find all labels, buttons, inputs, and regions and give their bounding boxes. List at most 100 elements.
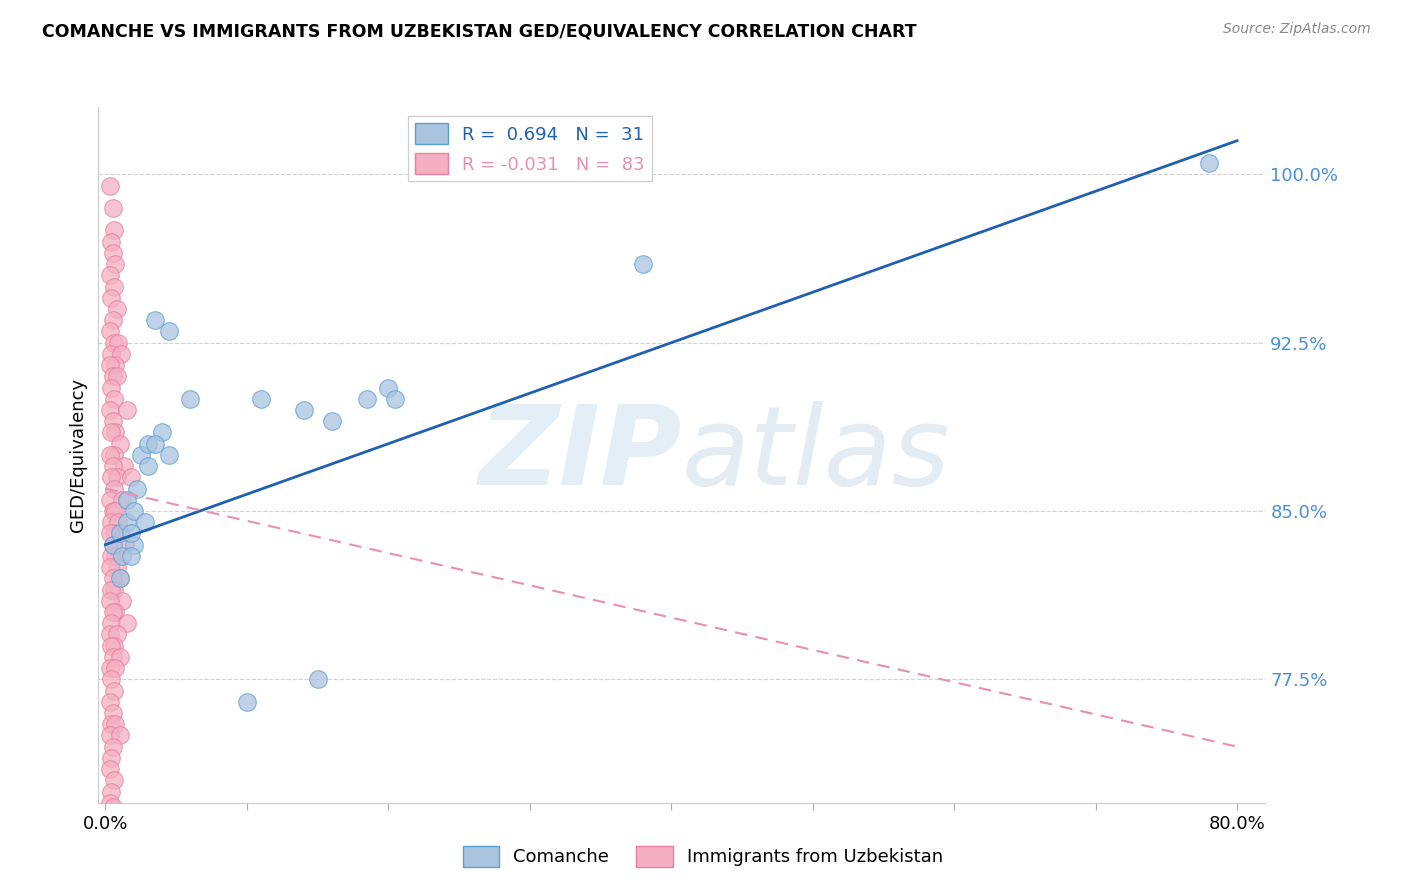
- Text: Source: ZipAtlas.com: Source: ZipAtlas.com: [1223, 22, 1371, 37]
- Point: [98, 661, 121, 675]
- Point: [120, 549, 142, 563]
- Point: [101, 201, 124, 215]
- Legend: Comanche, Immigrants from Uzbekistan: Comanche, Immigrants from Uzbekistan: [456, 838, 950, 874]
- Point: [111, 594, 134, 608]
- Point: [134, 515, 156, 529]
- Point: [115, 403, 138, 417]
- Point: [356, 392, 378, 406]
- Point: [98, 448, 121, 462]
- Point: [104, 717, 127, 731]
- Point: [105, 560, 128, 574]
- Point: [98, 560, 121, 574]
- Point: [100, 347, 122, 361]
- Legend: R =  0.694   N =  31, R = -0.031   N =  83: R = 0.694 N = 31, R = -0.031 N = 83: [408, 116, 652, 181]
- Point: [103, 392, 125, 406]
- Point: [105, 470, 128, 484]
- Point: [100, 751, 122, 765]
- Point: [103, 526, 125, 541]
- Point: [101, 739, 124, 754]
- Point: [101, 538, 124, 552]
- Point: [307, 673, 329, 687]
- Point: [100, 616, 122, 631]
- Point: [98, 695, 121, 709]
- Point: [100, 639, 122, 653]
- Text: ZIP: ZIP: [478, 401, 682, 508]
- Point: [236, 695, 259, 709]
- Point: [101, 246, 124, 260]
- Point: [104, 661, 127, 675]
- Point: [101, 414, 124, 428]
- Point: [103, 582, 125, 597]
- Point: [292, 403, 315, 417]
- Point: [250, 392, 273, 406]
- Point: [100, 425, 122, 440]
- Point: [101, 706, 124, 720]
- Point: [120, 526, 142, 541]
- Point: [120, 470, 142, 484]
- Point: [103, 482, 125, 496]
- Point: [98, 594, 121, 608]
- Point: [157, 448, 180, 462]
- Point: [100, 381, 122, 395]
- Point: [103, 448, 125, 462]
- Point: [377, 381, 399, 395]
- Point: [100, 784, 122, 798]
- Point: [115, 515, 138, 529]
- Point: [100, 582, 122, 597]
- Point: [98, 762, 121, 776]
- Point: [98, 403, 121, 417]
- Point: [101, 504, 124, 518]
- Point: [136, 436, 159, 450]
- Point: [631, 257, 654, 271]
- Point: [100, 673, 122, 687]
- Point: [103, 279, 125, 293]
- Point: [107, 335, 129, 350]
- Point: [115, 492, 138, 507]
- Point: [321, 414, 343, 428]
- Point: [101, 800, 124, 814]
- Point: [104, 549, 127, 563]
- Point: [101, 571, 124, 585]
- Point: [105, 301, 128, 316]
- Point: [136, 459, 159, 474]
- Point: [105, 369, 128, 384]
- Point: [98, 268, 121, 283]
- Point: [104, 605, 127, 619]
- Point: [98, 178, 121, 193]
- Point: [103, 639, 125, 653]
- Point: [108, 729, 131, 743]
- Point: [122, 538, 145, 552]
- Point: [101, 649, 124, 664]
- Point: [129, 448, 152, 462]
- Point: [103, 683, 125, 698]
- Point: [101, 459, 124, 474]
- Point: [108, 436, 131, 450]
- Point: [150, 425, 173, 440]
- Point: [98, 796, 121, 810]
- Point: [98, 358, 121, 372]
- Point: [107, 515, 129, 529]
- Point: [115, 616, 138, 631]
- Point: [111, 549, 134, 563]
- Point: [108, 526, 131, 541]
- Point: [98, 729, 121, 743]
- Point: [101, 313, 124, 327]
- Point: [108, 571, 131, 585]
- Point: [143, 313, 166, 327]
- Point: [100, 549, 122, 563]
- Text: atlas: atlas: [682, 401, 950, 508]
- Point: [101, 369, 124, 384]
- Point: [104, 257, 127, 271]
- Point: [103, 223, 125, 237]
- Point: [108, 649, 131, 664]
- Point: [122, 504, 145, 518]
- Point: [125, 482, 148, 496]
- Point: [105, 627, 128, 641]
- Point: [111, 492, 134, 507]
- Point: [384, 392, 406, 406]
- Point: [100, 470, 122, 484]
- Point: [110, 347, 132, 361]
- Point: [104, 358, 127, 372]
- Point: [104, 425, 127, 440]
- Point: [100, 717, 122, 731]
